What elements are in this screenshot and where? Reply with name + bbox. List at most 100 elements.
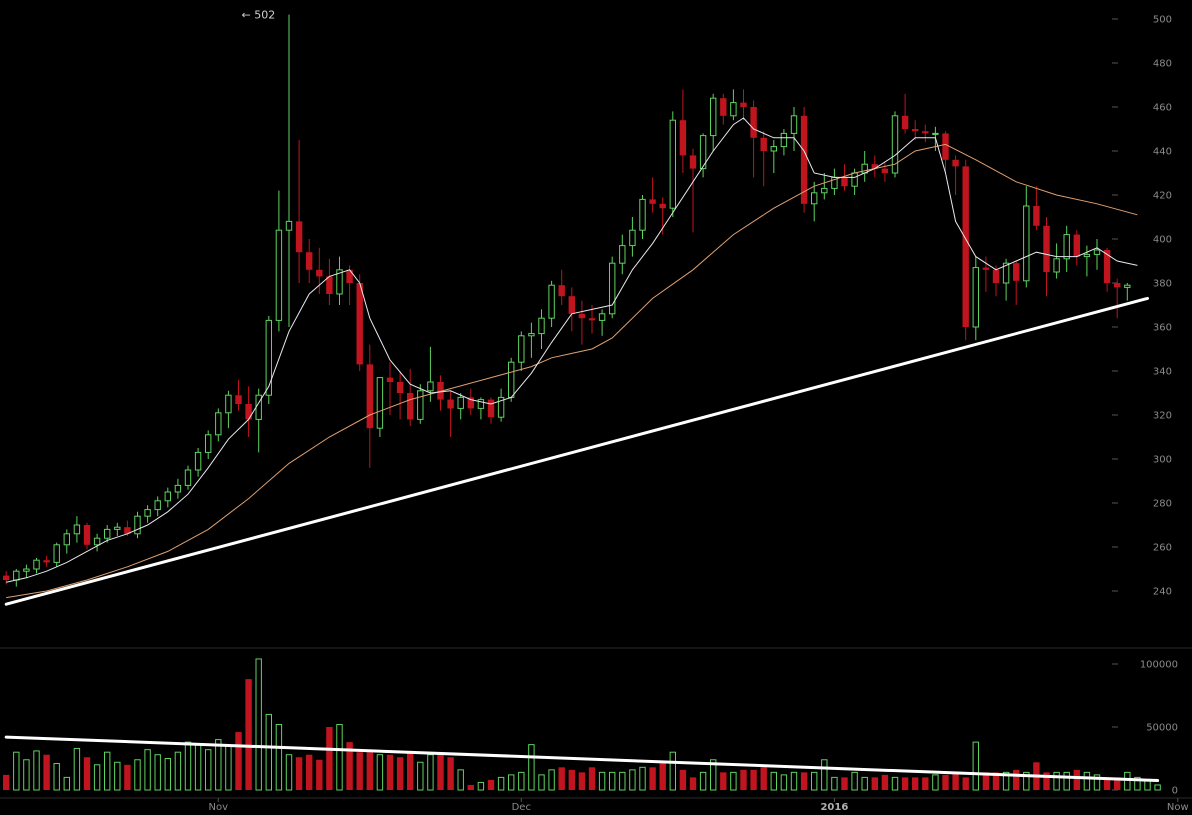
volume-bar — [558, 767, 565, 790]
volume-bar — [922, 777, 929, 790]
candle — [1093, 239, 1101, 270]
volume-bar — [73, 747, 81, 791]
candle-body — [63, 533, 70, 546]
volume-bar — [811, 771, 818, 791]
candle-body — [649, 199, 656, 204]
candle-body — [1073, 234, 1080, 257]
volume-bar — [1093, 774, 1101, 791]
candle — [568, 287, 575, 332]
candle-body — [33, 559, 40, 570]
candle-body — [598, 313, 606, 321]
candle — [1124, 283, 1131, 301]
volume-bar — [306, 754, 313, 790]
candle-body — [144, 509, 151, 517]
candle-body — [497, 396, 505, 418]
volume-tick-label: 50000 — [1146, 723, 1178, 734]
candle — [942, 131, 949, 173]
candle-body — [407, 393, 414, 420]
volume-bar — [316, 759, 323, 790]
candle-body — [255, 394, 262, 420]
volume-bar — [730, 771, 737, 791]
volume-bar — [285, 754, 293, 791]
candle — [93, 533, 101, 552]
volume-bar — [891, 776, 899, 791]
candle — [497, 388, 505, 422]
candle — [184, 465, 192, 490]
volume-bar — [740, 769, 747, 790]
candle-body — [447, 399, 454, 409]
price-tick-label: 320 — [1153, 411, 1172, 422]
price-tick-label: 400 — [1153, 235, 1172, 246]
candle-body — [730, 102, 737, 117]
volume-bar — [578, 772, 586, 790]
candle — [316, 247, 323, 294]
candle-body — [83, 525, 91, 545]
volume-bar — [346, 742, 353, 790]
candle-body — [710, 97, 717, 137]
time-tick-label: 2016 — [820, 802, 848, 813]
candle — [518, 331, 525, 371]
candle — [609, 256, 616, 319]
candle-body — [326, 276, 333, 294]
candle — [952, 155, 959, 195]
volume-bar — [174, 751, 182, 791]
candle-body — [578, 313, 586, 319]
candle-body — [891, 115, 899, 174]
candle-body — [1053, 258, 1060, 273]
volume-bar — [548, 769, 555, 791]
candle-body — [942, 133, 949, 160]
candle-body — [1013, 263, 1020, 281]
candle-body — [1114, 283, 1121, 288]
candle-body — [780, 132, 788, 148]
candle-body — [1043, 225, 1050, 272]
volume-bar — [356, 752, 363, 790]
volume-bar — [639, 766, 646, 791]
candle — [558, 269, 565, 305]
candle — [447, 390, 454, 437]
volume-trendline-line[interactable] — [4, 735, 1160, 783]
volume-bar — [942, 774, 949, 790]
volume-bar — [417, 761, 424, 791]
volume-bar — [598, 771, 606, 791]
price-tick-label: 380 — [1153, 279, 1172, 290]
candle — [33, 558, 40, 574]
candle — [417, 384, 424, 424]
candle-body — [114, 526, 121, 530]
candle — [982, 256, 990, 292]
volume-bar — [407, 752, 414, 790]
candle-body — [13, 570, 20, 581]
candle — [730, 89, 737, 121]
candle — [871, 155, 878, 178]
candle — [578, 300, 586, 345]
candle — [710, 93, 717, 151]
candle — [821, 173, 828, 200]
candle-body — [912, 129, 919, 132]
candle — [336, 256, 343, 305]
candle — [901, 93, 909, 134]
candle — [73, 516, 81, 543]
volume-bar — [568, 769, 575, 790]
volume-bar — [901, 777, 909, 790]
price-tick-label: 500 — [1153, 15, 1172, 26]
candle — [639, 195, 646, 239]
candle — [1103, 247, 1111, 292]
volume-bar — [23, 759, 30, 791]
price-tick-label: 360 — [1153, 323, 1172, 334]
candle — [154, 496, 161, 517]
candle-body — [275, 229, 283, 321]
candle — [1073, 230, 1080, 266]
volume-bar — [508, 774, 515, 791]
candle — [760, 131, 767, 187]
volume-tick-label: 0 — [1172, 786, 1178, 797]
candle-body — [93, 537, 101, 546]
volume-bar — [750, 769, 757, 790]
price-trendline-line[interactable] — [4, 296, 1149, 606]
volume-bar — [467, 784, 474, 790]
candle — [53, 542, 60, 567]
candle — [407, 368, 414, 426]
candle-body — [669, 119, 676, 209]
volume-bar — [457, 769, 464, 791]
volume-bar — [336, 723, 343, 791]
candle — [962, 159, 969, 341]
